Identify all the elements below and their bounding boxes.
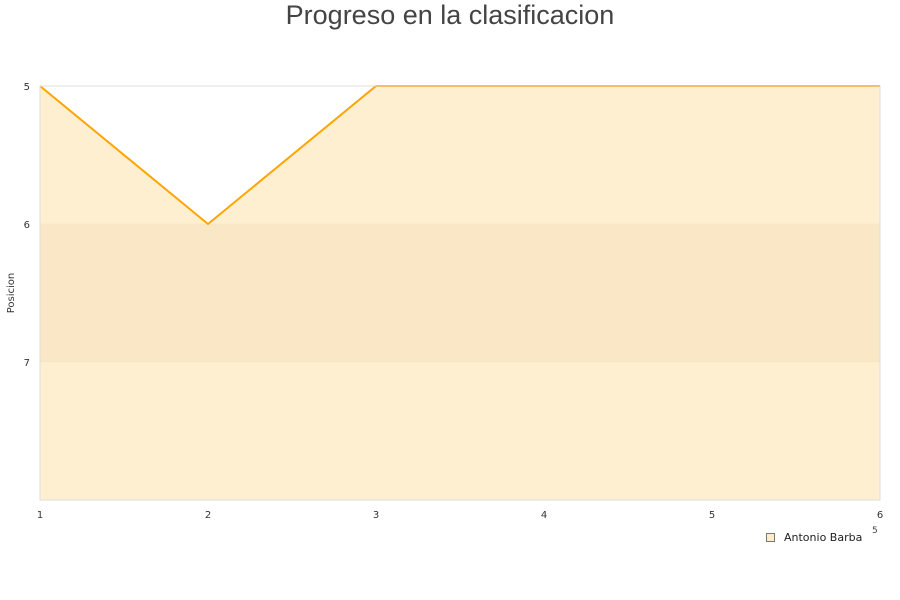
y-tick-label: 6 xyxy=(24,220,30,231)
x-tick-label: 6 xyxy=(877,510,883,521)
x-tick-label: 1 xyxy=(37,510,43,521)
y-axis-label: Posicion xyxy=(6,273,17,314)
y-tick-label: 5 xyxy=(24,82,30,93)
plot-border xyxy=(39,85,881,501)
grid-band-overlay xyxy=(40,224,880,362)
chart-title: Progreso en la clasificacion xyxy=(285,0,615,30)
legend-label: Antonio Barba xyxy=(784,531,863,544)
y-tick-label: 7 xyxy=(24,358,30,369)
legend-swatch xyxy=(766,533,775,542)
legend[interactable]: Antonio Barba xyxy=(766,531,862,544)
x-tick-label: 2 xyxy=(205,510,211,521)
clipped-axis-label: 5 xyxy=(872,526,878,536)
x-tick-label: 4 xyxy=(541,510,547,521)
x-tick-label: 5 xyxy=(709,510,715,521)
x-tick-label: 3 xyxy=(373,510,379,521)
